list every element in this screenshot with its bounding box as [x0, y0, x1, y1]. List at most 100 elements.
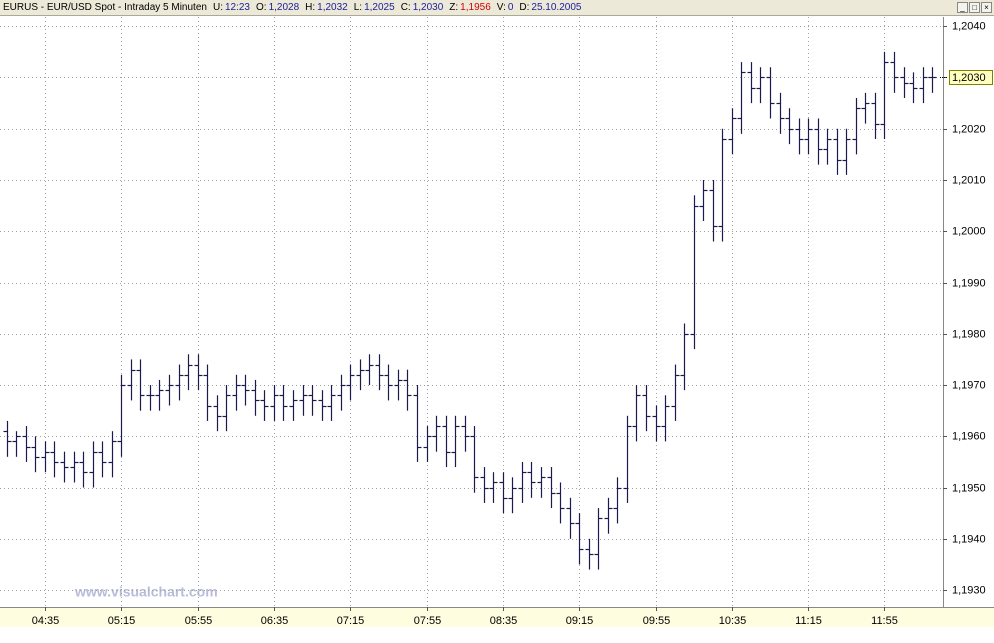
ohlc-bar [594, 508, 603, 570]
ohlc-bar [699, 180, 708, 222]
ohlc-bar [766, 67, 775, 119]
ohlc-bar [919, 67, 928, 104]
ohlc-bar [518, 461, 527, 503]
ohlc-bar [871, 92, 880, 139]
ohlc-bar [575, 513, 584, 565]
ohlc-bar [89, 441, 98, 488]
x-tick-label: 11:55 [871, 615, 898, 627]
y-tick-label: 1,1960 [952, 430, 986, 442]
ohlc-bar [690, 195, 699, 350]
ohlc-bar [604, 497, 613, 534]
field-label: C: [400, 2, 411, 13]
x-tick-label: 09:55 [643, 615, 671, 627]
ohlc-bar [814, 118, 823, 165]
ohlc-bar [613, 477, 622, 524]
ohlc-bar [117, 374, 126, 457]
ohlc-bar [146, 385, 155, 411]
ohlc-bar [480, 467, 489, 503]
ohlc-bar [489, 472, 498, 503]
ohlc-bar [795, 118, 804, 155]
ohlc-bar [537, 467, 546, 498]
ohlc-bar [70, 451, 79, 483]
header-fields: U: 12:23 O: 1,2028 H: 1,2032 L: 1,2025 C: 1,2030 Z… [213, 2, 588, 13]
x-tick-label: 11:15 [795, 615, 822, 627]
ohlc-bar [737, 62, 746, 134]
ohlc-bar [165, 374, 174, 406]
y-tick-label: 1,2010 [952, 174, 986, 186]
y-tick-label: 1,1930 [952, 584, 986, 596]
field-value: 25.10.2005 [531, 2, 582, 13]
ohlc-bar [852, 97, 861, 155]
x-tick-label: 07:15 [337, 615, 365, 627]
x-axis-bar [0, 607, 994, 627]
ohlc-bar [375, 354, 384, 391]
field-value: 1,1956 [460, 2, 491, 13]
ohlc-bar [709, 180, 718, 242]
x-tick-label: 06:35 [261, 615, 289, 627]
symbol: EURUS - EUR/USD Spot - Intraday 5 Minute… [3, 2, 207, 13]
y-tick-label: 1,2000 [952, 225, 986, 237]
ohlc-bar [337, 374, 346, 411]
minimize-button[interactable]: _ [957, 2, 968, 13]
ohlc-bar [213, 395, 222, 432]
ohlc-bar [79, 451, 88, 488]
ohlc-bar [842, 128, 851, 175]
field-label: H: [305, 2, 316, 13]
ohlc-bar [585, 538, 594, 570]
ohlc-bar [718, 128, 727, 242]
ohlc-bar [508, 477, 517, 514]
y-tick-label: 1,1980 [952, 328, 986, 340]
ohlc-bar [356, 359, 365, 391]
ohlc-bar [756, 67, 765, 104]
ohlc-bar [909, 72, 918, 104]
y-tick-label: 1,1990 [952, 277, 986, 289]
ohlc-bar [900, 67, 909, 98]
x-tick-label: 10:35 [719, 615, 747, 627]
ohlc-bar [890, 51, 899, 93]
field-value: 1,2028 [268, 2, 300, 13]
ohlc-bar [60, 451, 69, 483]
y-tick-label: 1,1970 [952, 379, 986, 391]
ohlc-bar [279, 385, 288, 421]
ohlc-bar [194, 354, 203, 391]
ohlc-bar [232, 374, 241, 411]
ohlc-bar [203, 364, 212, 421]
last-price-label: 1,2030 [952, 72, 986, 84]
y-tick-label: 1,2040 [952, 20, 986, 32]
ohlc-bar [642, 385, 651, 432]
ohlc-bar [260, 390, 269, 421]
maximize-button[interactable]: □ [969, 2, 980, 13]
ohlc-bar [308, 385, 317, 416]
ohlc-bar [384, 364, 393, 401]
ohlc-bar [108, 431, 117, 478]
ohlc-bar [833, 128, 842, 175]
field-label: D: [519, 2, 530, 13]
ohlc-bar [527, 461, 536, 498]
ohlc-bar [880, 51, 889, 139]
ohlc-bar [413, 385, 422, 462]
ohlc-bar [432, 415, 441, 452]
ohlc-bar [470, 426, 479, 493]
ohlc-bar [423, 426, 432, 462]
close-button[interactable]: × [981, 2, 992, 13]
ohlc-bar [22, 426, 31, 462]
ohlc-bar [451, 415, 460, 468]
ohlc-bar [461, 415, 470, 452]
field-label: U: [212, 2, 223, 13]
ohlc-bar [50, 441, 59, 478]
x-tick-label: 08:35 [490, 615, 518, 627]
ohlc-bar [652, 405, 661, 442]
ohlc-bar [318, 390, 327, 421]
ohlc-bar [861, 92, 870, 124]
ohlc-bar [3, 420, 12, 457]
field-label: O: [256, 2, 267, 13]
x-tick-label: 09:15 [566, 615, 594, 627]
ohlc-bar [394, 369, 403, 401]
ohlc-bar [804, 118, 813, 155]
chart: www.visualchart.com 1,1930 1,1940 1,1950 1,… [0, 17, 994, 627]
watermark: www.visualchart.com [74, 584, 218, 600]
field-label: Z: [449, 2, 459, 13]
ohlc-bar [12, 431, 21, 457]
ohlc-bar [776, 92, 785, 134]
ohlc-bar [823, 128, 832, 165]
